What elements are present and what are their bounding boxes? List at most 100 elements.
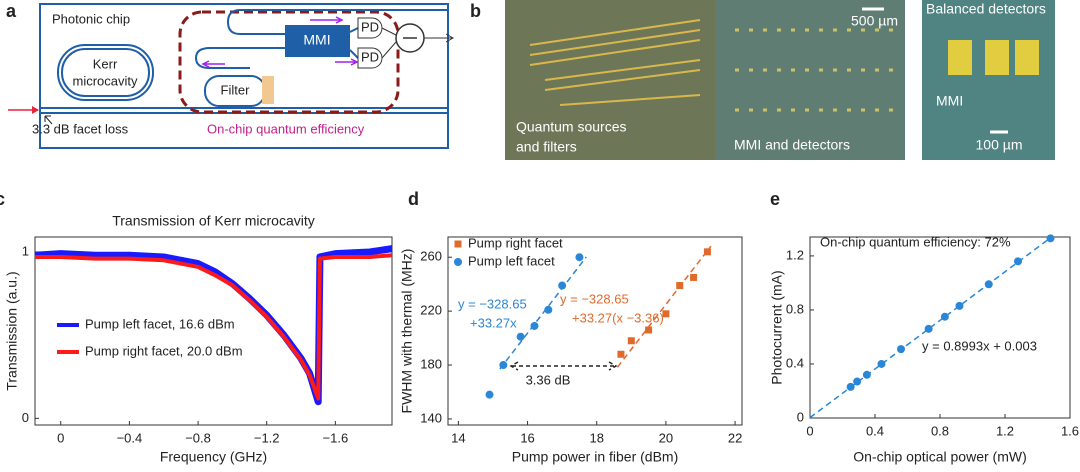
- point: [690, 273, 698, 281]
- x-tick-label: 16: [520, 430, 534, 445]
- y-axis-label: Transmission (a.u.): [4, 271, 20, 390]
- photo-caption: MMI: [936, 93, 963, 109]
- annotation: 3.36 dB: [526, 372, 571, 387]
- waveguide: [349, 27, 359, 59]
- mmi-label: MMI: [303, 32, 330, 48]
- point: [862, 370, 871, 379]
- point: [627, 337, 635, 345]
- legend-swatch: [454, 258, 462, 266]
- panel-label: c: [0, 189, 5, 209]
- efficiency-label: On-chip quantum efficiency: [207, 121, 365, 136]
- photo-caption: MMI and detectors: [734, 137, 850, 153]
- x-tick-label: 1.6: [1061, 423, 1079, 438]
- point: [897, 345, 905, 354]
- facet-loss-label: 3.3 dB facet loss: [32, 121, 129, 136]
- kerr-ring: [61, 48, 150, 97]
- fit-line: [499, 256, 587, 370]
- waveguide: [226, 9, 448, 35]
- scale-label: 500 µm: [851, 13, 898, 29]
- legend-label: Pump left facet: [468, 253, 555, 268]
- x-tick-label: 0: [57, 430, 64, 445]
- chart-title: Transmission of Kerr microcavity: [112, 213, 315, 229]
- point: [499, 361, 508, 370]
- photo-detector: [1015, 40, 1039, 75]
- y-tick-label: 1: [22, 243, 29, 258]
- chip-label: Photonic chip: [52, 11, 130, 26]
- y-tick-label: 220: [420, 303, 442, 318]
- photo: [505, 0, 715, 160]
- shift-arrow: [509, 361, 618, 371]
- x-tick-label: −1.6: [323, 430, 349, 445]
- x-tick-label: −1.2: [254, 430, 280, 445]
- x-axis-label: On-chip optical power (mW): [853, 449, 1027, 465]
- point: [485, 390, 494, 399]
- x-tick-label: −0.8: [185, 430, 211, 445]
- annotation: y = −328.65: [458, 296, 527, 311]
- photo-caption: Balanced detectors: [926, 1, 1046, 17]
- point: [940, 312, 949, 321]
- annotation: +33.27(x −3.36): [572, 310, 664, 325]
- pd-shape: [357, 47, 383, 69]
- light-arrow: [201, 16, 359, 68]
- y-tick-label: 0.8: [786, 301, 804, 316]
- y-axis-label: Photocurrent (mA): [769, 270, 785, 384]
- efficiency-box: [178, 10, 400, 114]
- input-arrow-head: [32, 106, 39, 114]
- point: [645, 326, 653, 334]
- point: [516, 332, 525, 341]
- pd-label: PD: [361, 49, 379, 64]
- waveguide: [194, 47, 285, 69]
- annotation: On-chip quantum efficiency: 72%: [820, 234, 1011, 249]
- legend-label: Pump right facet: [468, 235, 563, 250]
- x-tick-label: 0.4: [866, 423, 884, 438]
- pd-wire: [381, 27, 397, 59]
- point: [530, 321, 539, 330]
- photos: b 500 µm 100 µm Quantum sources and filt…: [470, 0, 1055, 160]
- filter-label: Filter: [221, 82, 251, 97]
- point: [1014, 257, 1022, 266]
- photo-caption: Quantum sources: [516, 119, 627, 135]
- x-tick-label: 0: [806, 423, 813, 438]
- x-tick-label: 18: [589, 430, 603, 445]
- panel-label: e: [770, 189, 780, 209]
- plot-frame: [34, 236, 393, 426]
- kerr-label: Kerr: [93, 56, 118, 71]
- legend-label: Pump right facet, 20.0 dBm: [85, 343, 243, 358]
- point: [955, 301, 964, 310]
- point: [544, 305, 553, 314]
- kerr-ring: [57, 44, 154, 101]
- data-line: [35, 253, 393, 401]
- x-axis-label: Pump power in fiber (dBm): [512, 449, 679, 465]
- legend-label: Pump left facet, 16.6 dBm: [85, 316, 235, 331]
- point: [617, 350, 625, 358]
- fit-line: [616, 245, 712, 368]
- legend-swatch: [454, 240, 462, 248]
- y-tick-label: 180: [420, 356, 442, 371]
- y-tick-label: 0: [797, 409, 804, 424]
- point: [853, 377, 862, 386]
- x-axis-label: Frequency (GHz): [160, 449, 267, 465]
- point: [846, 382, 855, 391]
- loss-arrow: [44, 115, 53, 125]
- x-tick-label: 22: [728, 430, 742, 445]
- annotation: +33.27x: [470, 315, 517, 330]
- x-tick-label: 1.2: [996, 423, 1014, 438]
- x-tick-label: −0.4: [117, 430, 143, 445]
- chip-border: [39, 3, 449, 149]
- photo-detector: [948, 40, 972, 75]
- y-tick-label: 0.4: [786, 355, 804, 370]
- scale-label: 100 µm: [976, 137, 1023, 153]
- pd-label: PD: [361, 19, 379, 34]
- plot-frame: [809, 236, 1071, 419]
- panel-label: b: [470, 1, 481, 21]
- kerr-label: microcavity: [72, 73, 138, 88]
- y-tick-label: 1.2: [786, 247, 804, 262]
- mmi-block: [285, 25, 350, 57]
- x-tick-label: 20: [659, 430, 673, 445]
- point: [1046, 234, 1055, 243]
- photo-traces: [529, 19, 701, 106]
- point: [676, 282, 684, 290]
- point: [575, 253, 584, 262]
- x-tick-label: 0.8: [931, 423, 949, 438]
- y-tick-label: 0: [22, 410, 29, 425]
